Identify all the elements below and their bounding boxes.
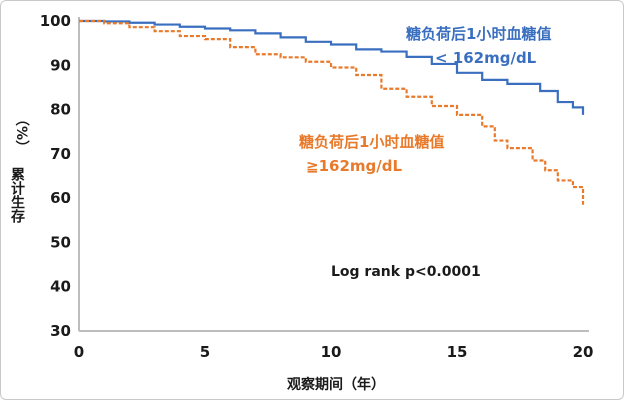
y-tick-label: 70 (50, 145, 71, 163)
y-tick-label: 40 (50, 278, 71, 296)
log-rank-annotation: Log rank p<0.0001 (331, 264, 481, 280)
y-axis-title-unit: （%） (13, 112, 29, 154)
x-tick-label: 15 (447, 343, 468, 361)
series-1-label-line-2: < 162mg/dL (435, 49, 537, 67)
y-tick-label: 60 (50, 189, 71, 207)
y-tick-labels: 30 40 50 60 70 80 90 100 (40, 12, 71, 340)
y-tick-label: 80 (50, 101, 71, 119)
y-tick-label: 90 (50, 56, 71, 74)
series-2-label-line-1: 糖负荷后1小时血糖值 (299, 133, 444, 151)
series-line-2 (79, 19, 585, 205)
x-axis-title: 观察期间（年） (287, 376, 385, 393)
y-axis-title-text: 累计生存 (9, 167, 25, 224)
series-lines (79, 19, 585, 205)
series-2-label-line-2: ≧162mg/dL (306, 157, 402, 175)
x-tick-label: 20 (573, 343, 594, 361)
x-tick-label: 0 (74, 343, 84, 361)
y-tick-label: 100 (40, 12, 71, 30)
x-tick-labels: 0 5 10 15 20 (74, 343, 594, 361)
series-line-1 (79, 19, 585, 115)
series-1-label-line-1: 糖负荷后1小时血糖值 (406, 25, 551, 43)
x-tick-label: 10 (321, 343, 342, 361)
y-tick-label: 30 (50, 322, 71, 340)
x-tick-label: 5 (200, 343, 210, 361)
y-tick-label: 50 (50, 233, 71, 251)
